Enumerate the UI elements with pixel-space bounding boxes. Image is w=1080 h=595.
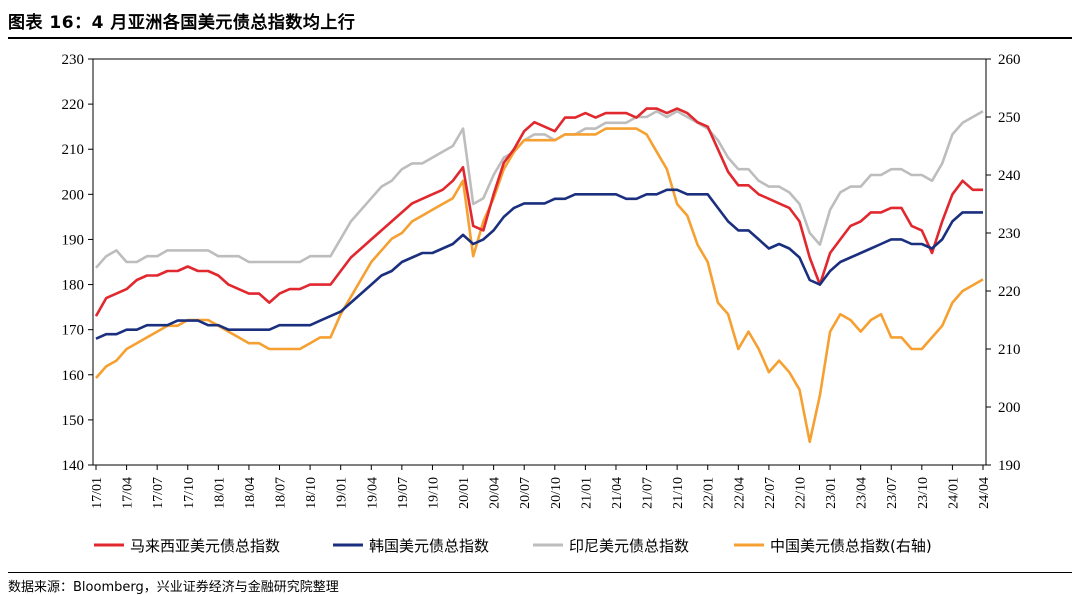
right-tick-label: 240 (998, 168, 1021, 184)
legend-label-2: 韩国美元债总指数 (369, 537, 489, 555)
left-tick-label: 230 (62, 52, 85, 68)
x-tick-label: 20/01 (457, 477, 472, 509)
x-tick-label: 23/07 (885, 477, 900, 509)
x-tick-label: 18/04 (243, 477, 258, 509)
x-tick-label: 23/04 (855, 477, 870, 509)
series-line-4 (95, 127, 984, 444)
x-tick-label: 20/04 (488, 477, 503, 509)
x-tick-label: 22/01 (702, 477, 717, 509)
left-tick-label: 180 (62, 278, 85, 294)
x-tick-label: 17/04 (121, 477, 136, 509)
x-tick-label: 19/04 (365, 477, 380, 509)
x-tick-label: 23/01 (824, 477, 839, 509)
x-tick-label: 20/10 (549, 477, 564, 509)
right-tick-label: 200 (998, 400, 1021, 416)
plot-frame (92, 58, 987, 466)
left-axis: 140 150 160 170 180 190 200 210 220 230 (62, 52, 93, 474)
x-tick-label: 17/01 (90, 477, 105, 509)
right-tick-label: 220 (998, 284, 1021, 300)
series-layer (94, 107, 984, 444)
right-tick-label: 230 (998, 226, 1021, 242)
left-tick-label: 160 (62, 368, 85, 384)
x-tick-label: 22/04 (732, 477, 747, 509)
right-tick-label: 210 (998, 342, 1021, 358)
legend: 马来西亚美元债总指数 韩国美元债总指数 印尼美元债总指数 中国美元债总指数(右轴) (94, 537, 932, 555)
x-tick-label: 19/01 (335, 477, 350, 509)
x-tick-label: 22/07 (763, 477, 778, 509)
figure-title: 图表 16：4 月亚洲各国美元债总指数均上行 (8, 13, 356, 33)
x-tick-label: 24/01 (946, 477, 961, 509)
left-tick-label: 170 (62, 323, 85, 339)
x-axis: 17/01 17/04 17/07 17/10 18/01 18/04 18/07 18/10… (90, 465, 992, 509)
legend-label-4: 中国美元债总指数(右轴) (770, 537, 932, 555)
source-note: 数据来源：Bloomberg，兴业证券经济与金融研究院整理 (8, 580, 339, 595)
footer-rule (8, 572, 1072, 573)
right-tick-label: 250 (998, 110, 1021, 126)
left-tick-label: 190 (62, 232, 85, 248)
title-rule (8, 37, 1072, 39)
x-tick-label: 23/10 (916, 477, 931, 509)
x-tick-label: 17/10 (182, 477, 197, 509)
x-tick-label: 18/07 (274, 477, 289, 509)
series-line-3 (95, 109, 984, 269)
left-tick-label: 140 (62, 458, 85, 474)
x-tick-label: 17/07 (151, 477, 166, 509)
x-tick-label: 18/01 (212, 477, 227, 509)
plot-border (92, 58, 987, 466)
x-tick-label: 19/10 (426, 477, 441, 509)
legend-label-3: 印尼美元债总指数 (569, 537, 689, 555)
x-tick-label: 19/07 (396, 477, 411, 509)
x-tick-label: 22/10 (793, 477, 808, 509)
left-tick-label: 150 (62, 413, 85, 429)
legend-label-1: 马来西亚美元债总指数 (130, 537, 280, 555)
x-tick-label: 24/04 (977, 477, 992, 509)
right-axis: 190 200 210 220 230 240 250 260 (986, 52, 1021, 474)
right-tick-label: 260 (998, 52, 1021, 68)
line-chart: 140 150 160 170 180 190 200 210 220 230 190 200 210… (62, 52, 1021, 555)
left-tick-label: 220 (62, 97, 85, 113)
left-tick-label: 200 (62, 187, 85, 203)
right-tick-label: 190 (998, 458, 1021, 474)
x-tick-label: 21/10 (671, 477, 686, 509)
series-line-1 (94, 107, 983, 317)
left-tick-label: 210 (62, 142, 85, 158)
x-tick-label: 21/07 (641, 477, 656, 509)
x-tick-label: 21/04 (610, 477, 625, 509)
x-tick-label: 18/10 (304, 477, 319, 509)
x-tick-label: 21/01 (579, 477, 594, 509)
series-line-2 (95, 188, 983, 340)
x-tick-label: 20/07 (518, 477, 533, 509)
